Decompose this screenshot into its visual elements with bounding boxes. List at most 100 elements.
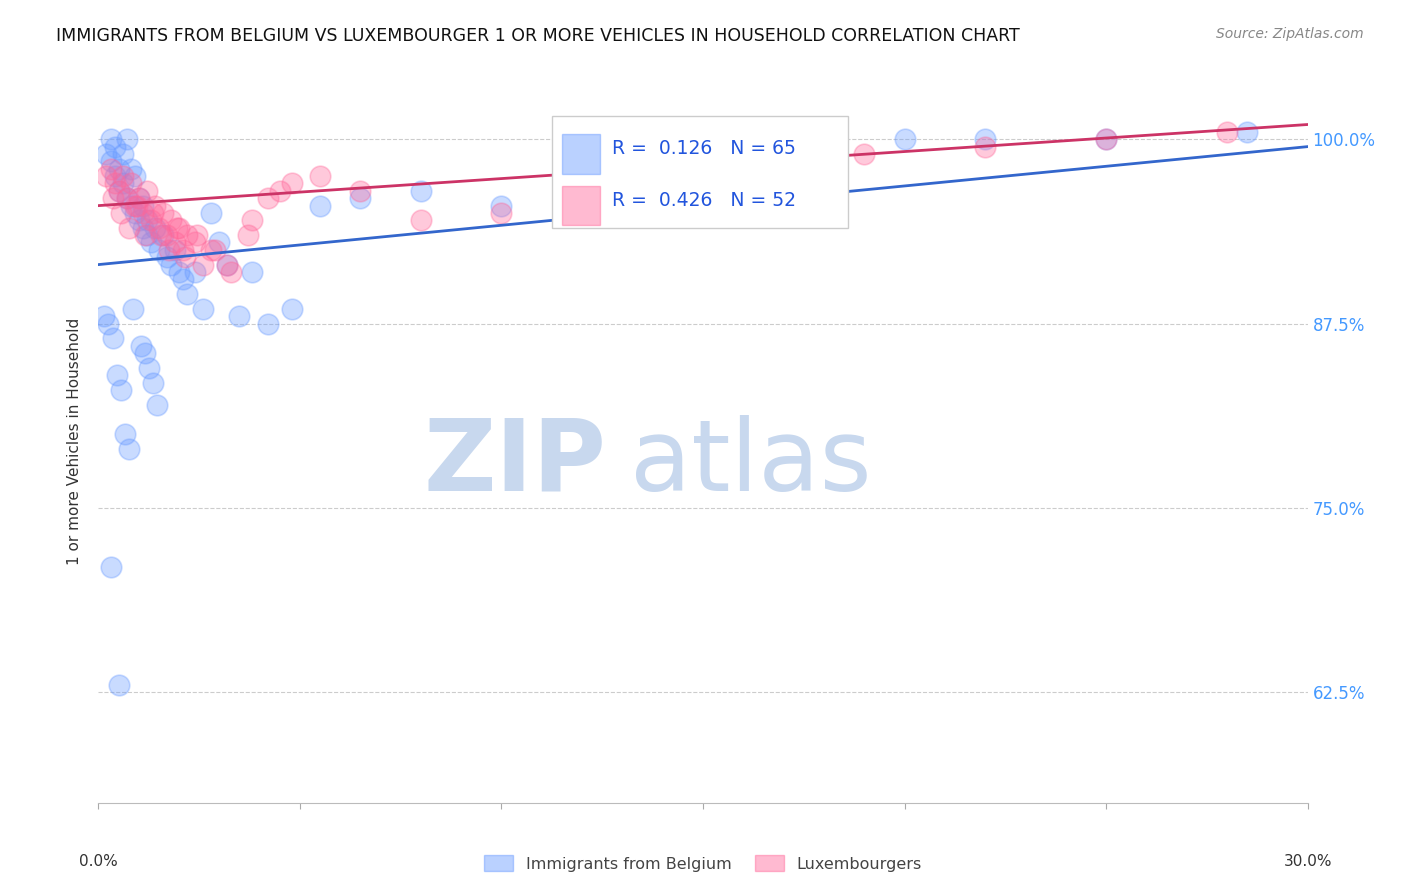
Point xyxy=(135,228,157,243)
Text: atlas: atlas xyxy=(630,415,872,512)
Point xyxy=(157,243,180,257)
Point xyxy=(256,317,278,331)
Point xyxy=(121,301,143,316)
Point xyxy=(139,235,162,250)
Point xyxy=(349,191,371,205)
Point xyxy=(100,161,122,176)
Point xyxy=(893,132,915,146)
Point xyxy=(120,199,142,213)
Point xyxy=(103,139,125,153)
Point xyxy=(172,243,194,257)
Point xyxy=(143,220,166,235)
Point xyxy=(129,339,152,353)
Point xyxy=(134,346,156,360)
Point xyxy=(142,376,165,390)
Point xyxy=(166,220,188,235)
Point xyxy=(176,287,198,301)
Point xyxy=(156,228,179,243)
Point xyxy=(309,199,332,213)
Point xyxy=(114,427,136,442)
Point xyxy=(128,191,150,205)
Point xyxy=(974,139,997,153)
Point xyxy=(236,228,259,243)
Point xyxy=(240,265,263,279)
Point xyxy=(217,258,239,272)
Point xyxy=(96,147,118,161)
Point xyxy=(631,147,654,161)
Point xyxy=(193,301,215,316)
Point xyxy=(167,265,190,279)
Text: IMMIGRANTS FROM BELGIUM VS LUXEMBOURGER 1 OR MORE VEHICLES IN HOUSEHOLD CORRELAT: IMMIGRANTS FROM BELGIUM VS LUXEMBOURGER … xyxy=(56,27,1019,45)
Point xyxy=(110,383,132,397)
Point xyxy=(156,250,179,264)
Point xyxy=(101,331,124,345)
Point xyxy=(118,442,141,456)
Point xyxy=(409,213,432,227)
Y-axis label: 1 or more Vehicles in Household: 1 or more Vehicles in Household xyxy=(67,318,83,566)
Bar xyxy=(561,134,600,174)
Point xyxy=(97,317,120,331)
Point xyxy=(491,199,513,213)
Point xyxy=(256,191,278,205)
Point xyxy=(160,258,183,272)
Point xyxy=(124,199,146,213)
Point xyxy=(139,213,162,227)
Point xyxy=(132,206,155,220)
Point xyxy=(96,169,118,183)
Point xyxy=(200,206,222,220)
Point xyxy=(107,161,129,176)
Point xyxy=(651,169,673,183)
Point xyxy=(793,139,815,153)
Point xyxy=(184,265,207,279)
Point xyxy=(281,301,304,316)
Point xyxy=(138,360,160,375)
Point xyxy=(128,191,150,205)
Point xyxy=(974,132,997,146)
Point xyxy=(228,309,250,323)
Point xyxy=(149,228,172,243)
Point xyxy=(152,228,174,243)
Point xyxy=(148,243,170,257)
Point xyxy=(152,206,174,220)
Point xyxy=(132,199,155,213)
Point xyxy=(107,184,129,198)
Point xyxy=(148,220,170,235)
Point xyxy=(103,169,125,183)
Point xyxy=(186,228,208,243)
Text: R =  0.126   N = 65: R = 0.126 N = 65 xyxy=(613,139,796,158)
Point xyxy=(221,265,243,279)
Text: 0.0%: 0.0% xyxy=(79,855,118,870)
Point xyxy=(134,228,156,243)
Legend: Immigrants from Belgium, Luxembourgers: Immigrants from Belgium, Luxembourgers xyxy=(478,849,928,878)
Point xyxy=(160,213,183,227)
Point xyxy=(143,199,166,213)
Point xyxy=(115,191,138,205)
Point xyxy=(111,147,134,161)
Point xyxy=(163,243,186,257)
Point xyxy=(142,206,165,220)
Point xyxy=(135,213,157,227)
Point xyxy=(200,243,222,257)
Point xyxy=(105,368,128,383)
Point xyxy=(1216,125,1239,139)
Point xyxy=(135,184,157,198)
Text: Source: ZipAtlas.com: Source: ZipAtlas.com xyxy=(1216,27,1364,41)
Point xyxy=(281,177,304,191)
Point xyxy=(1095,132,1118,146)
Point xyxy=(409,184,432,198)
Point xyxy=(115,191,138,205)
Point xyxy=(240,213,263,227)
Text: R =  0.426   N = 52: R = 0.426 N = 52 xyxy=(613,191,796,210)
Point xyxy=(1236,125,1258,139)
Point xyxy=(349,184,371,198)
Point xyxy=(124,206,146,220)
Point xyxy=(128,213,150,227)
Text: ZIP: ZIP xyxy=(423,415,606,512)
Point xyxy=(111,177,134,191)
Point xyxy=(110,206,132,220)
Point xyxy=(120,161,142,176)
Point xyxy=(217,258,239,272)
Point xyxy=(124,169,146,183)
Point xyxy=(132,220,155,235)
Point xyxy=(176,228,198,243)
